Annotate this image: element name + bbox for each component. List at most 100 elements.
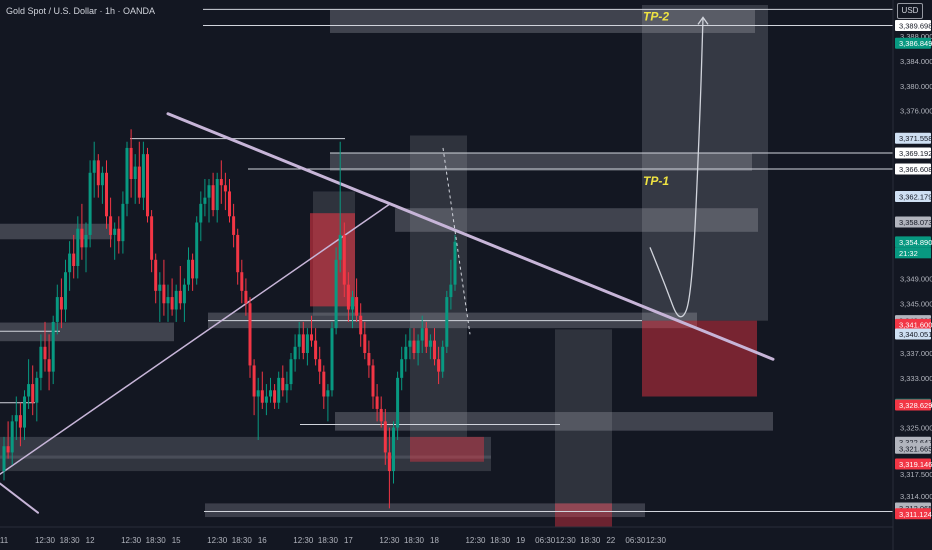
candles-layer xyxy=(2,129,457,509)
candle-body-58 xyxy=(240,272,244,291)
price-label-bg xyxy=(895,163,931,175)
candle-body-15 xyxy=(64,272,67,310)
y-tick-label: 3,317.500 xyxy=(900,470,932,479)
candle-body-34 xyxy=(141,154,145,198)
candle-body-69 xyxy=(285,384,289,391)
price-label-bg xyxy=(895,147,931,159)
candle-body-37 xyxy=(154,259,158,291)
candle-body-38 xyxy=(158,284,162,291)
zone-17 xyxy=(642,320,757,397)
trend-line-2 xyxy=(0,482,39,514)
candle-body-84 xyxy=(346,284,350,310)
candle-body-60 xyxy=(248,303,252,366)
candle-body-9 xyxy=(39,346,43,378)
candle-body-27 xyxy=(113,228,117,235)
x-tick-label: 18:30 xyxy=(404,536,425,545)
candle-body-66 xyxy=(273,390,277,403)
x-tick-label: 18:30 xyxy=(60,536,81,545)
x-tick-label: 15 xyxy=(172,536,181,545)
x-tick-label: 22 xyxy=(606,536,615,545)
price-label: 3,328.629 xyxy=(899,401,932,410)
x-tick-label: 18:30 xyxy=(318,536,339,545)
x-tick-label: 12:30 xyxy=(556,536,577,545)
candle-body-90 xyxy=(371,365,375,397)
candle-body-39 xyxy=(162,284,166,304)
candle-body-74 xyxy=(305,334,309,353)
candle-body-36 xyxy=(150,216,154,260)
price-label-bg xyxy=(895,318,931,330)
candle-body-13 xyxy=(55,297,59,322)
candle-body-55 xyxy=(228,191,231,217)
candle-body-1 xyxy=(6,446,10,453)
candle-body-48 xyxy=(199,203,203,223)
price-label-bg xyxy=(895,236,931,248)
trend-line-1 xyxy=(0,203,391,475)
trend-lines-layer xyxy=(0,112,775,514)
candle-body-40 xyxy=(166,297,170,304)
candle-body-96 xyxy=(396,377,400,428)
currency-button[interactable]: USD xyxy=(897,3,923,19)
price-label-bg xyxy=(895,458,931,470)
zone-14 xyxy=(555,329,612,512)
tp-labels-layer: TP-2 TP-1 xyxy=(643,10,669,189)
price-axis[interactable]: 3,388.000 3,384.000 3,380.000 3,376.000 3,34… xyxy=(900,32,932,501)
candle-body-80 xyxy=(330,328,334,391)
price-labels-layer: 3,389.698 3,386.849 3,371.558 3,369.192 3,36… xyxy=(895,20,932,520)
candle-body-8 xyxy=(35,377,39,403)
candle-body-10 xyxy=(43,346,47,360)
dashed-measure-line xyxy=(442,147,471,335)
symbol-title[interactable]: Gold Spot / U.S. Dollar · 1h · OANDA xyxy=(6,6,156,16)
candle-body-92 xyxy=(379,408,383,422)
price-label-bg xyxy=(895,191,931,203)
tp-label-2: TP-1 xyxy=(643,174,669,188)
price-label-bg xyxy=(895,328,931,340)
candle-body-56 xyxy=(232,216,236,235)
x-tick-label: 12:30 xyxy=(646,536,667,545)
price-label: 3,340.051 xyxy=(899,330,932,339)
candle-body-49 xyxy=(203,197,207,204)
candle-body-54 xyxy=(223,185,227,192)
candle-body-30 xyxy=(125,147,129,204)
horizontal-lines-layer xyxy=(0,8,893,512)
zones-layer xyxy=(0,5,773,527)
price-label-bg xyxy=(895,442,931,454)
zone-15 xyxy=(555,503,612,527)
candle-body-78 xyxy=(322,371,326,397)
price-label-bg xyxy=(895,216,931,228)
candle-body-35 xyxy=(146,154,149,217)
x-tick-label: 18 xyxy=(430,536,439,545)
candle-body-107 xyxy=(441,346,445,372)
candle-body-73 xyxy=(301,334,305,353)
candle-body-62 xyxy=(256,390,260,397)
zone-1 xyxy=(330,152,752,171)
candle-body-33 xyxy=(137,166,141,198)
candle-body-25 xyxy=(105,172,108,217)
zone-3 xyxy=(0,223,112,240)
x-tick-label: 18:30 xyxy=(580,536,601,545)
countdown-label: 21:32 xyxy=(899,249,918,258)
candle-body-88 xyxy=(363,334,367,353)
candle-body-82 xyxy=(338,234,342,260)
candle-body-75 xyxy=(310,334,313,341)
candle-body-17 xyxy=(72,253,76,266)
candle-body-43 xyxy=(178,290,182,304)
candle-body-20 xyxy=(84,234,88,248)
y-tick-label: 3,333.000 xyxy=(900,374,932,383)
price-label: 3,389.698 xyxy=(899,22,932,31)
candle-body-28 xyxy=(117,228,121,242)
time-axis[interactable]: 11 12:30 18:30 12 12:30 18:30 15 12:30 18:30 16 12… xyxy=(0,536,666,545)
x-tick-label: 19 xyxy=(516,536,525,545)
candle-body-45 xyxy=(187,259,190,285)
price-label-bg xyxy=(895,508,931,520)
candle-body-3 xyxy=(14,415,18,422)
candle-body-108 xyxy=(445,297,449,347)
candle-body-109 xyxy=(449,284,453,298)
candle-body-24 xyxy=(100,172,104,186)
candle-body-53 xyxy=(219,179,223,186)
candle-body-100 xyxy=(412,340,416,353)
candle-body-86 xyxy=(355,297,359,316)
price-label: 3,371.558 xyxy=(899,134,932,143)
x-tick-label: 06:30 xyxy=(535,536,556,545)
candle-body-79 xyxy=(326,390,330,397)
